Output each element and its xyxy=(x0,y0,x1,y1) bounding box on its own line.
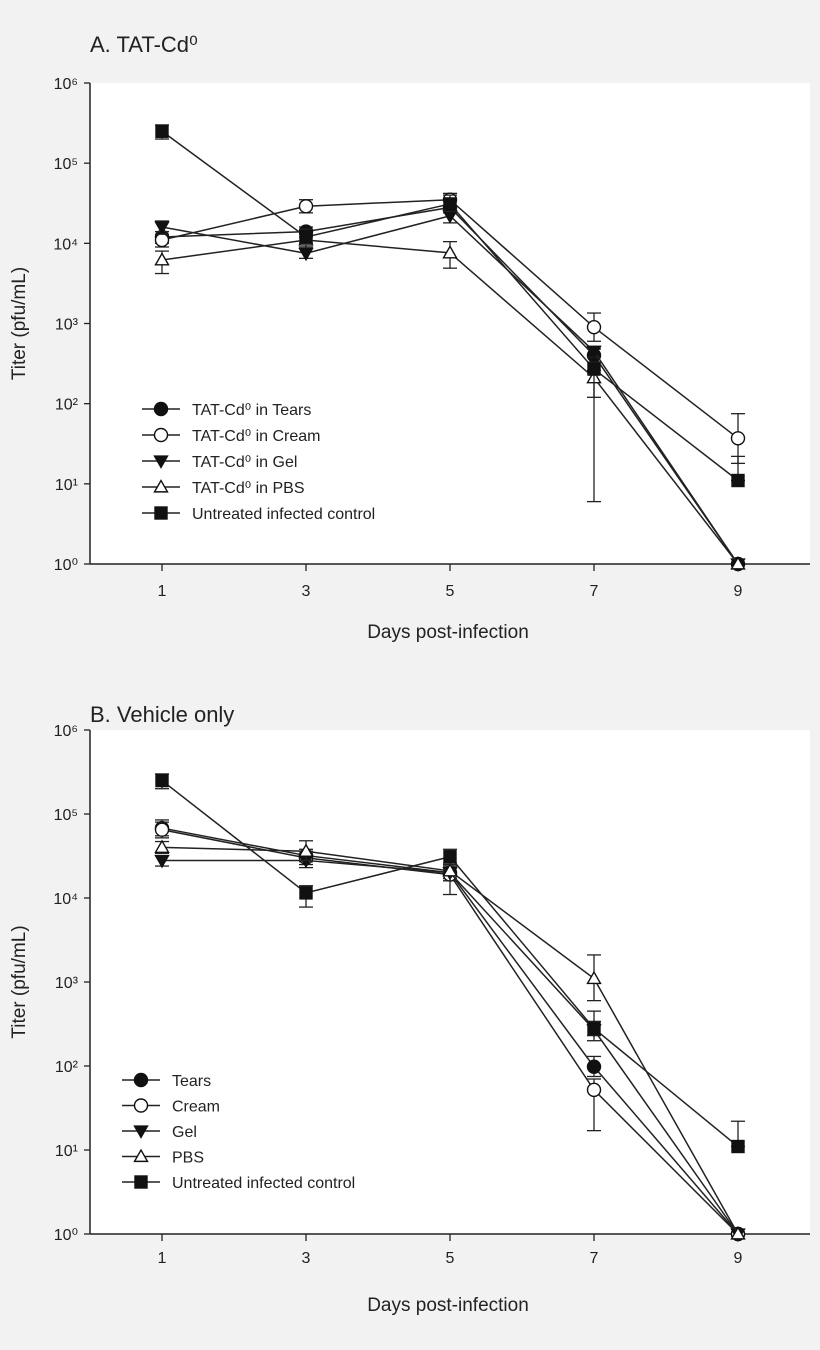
data-point xyxy=(154,252,170,266)
legend-entry: TAT-Cd⁰ in Gel xyxy=(142,454,297,471)
data-point xyxy=(587,362,601,376)
y-tick-label: 10³ xyxy=(55,975,79,992)
x-tick-label: 5 xyxy=(446,1250,455,1267)
y-tick-label: 10⁴ xyxy=(53,891,78,908)
y-tick-label: 10⁰ xyxy=(54,557,78,574)
legend-label: TAT-Cd⁰ in Gel xyxy=(192,454,297,471)
y-axis-label: Titer (pfu/mL) xyxy=(9,925,30,1038)
legend-label: Untreated infected control xyxy=(172,1175,355,1192)
x-tick-label: 3 xyxy=(302,1250,311,1267)
y-tick-label: 10² xyxy=(55,397,79,414)
legend-label: Untreated infected control xyxy=(192,506,375,523)
y-tick-label: 10¹ xyxy=(55,1143,78,1160)
chart-panel-a: A. TAT-Cd⁰ 10⁰ 10¹ 10² 10³ 10⁴ 10⁵ 10⁶ 1 3 5 7 9 Days… xyxy=(9,32,810,643)
legend-label: Gel xyxy=(172,1124,197,1141)
legend-entry: Cream xyxy=(122,1098,220,1116)
x-tick-label: 3 xyxy=(302,583,311,600)
data-point xyxy=(298,247,314,262)
data-point xyxy=(299,230,313,244)
data-point xyxy=(731,473,745,488)
x-tick-label: 7 xyxy=(590,583,599,600)
data-point xyxy=(154,822,170,837)
series-4 xyxy=(155,773,745,1154)
data-point xyxy=(586,970,602,985)
data-point xyxy=(155,124,169,138)
legend-marker xyxy=(133,1125,149,1139)
legend-entry: TAT-Cd⁰ in Tears xyxy=(142,401,311,419)
legend-entry: Gel xyxy=(122,1124,197,1141)
legend-marker xyxy=(133,1098,149,1113)
data-point xyxy=(730,556,746,570)
y-tick-label: 10⁰ xyxy=(54,1227,78,1244)
x-tick-label: 5 xyxy=(446,583,455,600)
data-point xyxy=(586,345,602,360)
legend-entry: Untreated infected control xyxy=(122,1175,355,1192)
legend-entry: PBS xyxy=(122,1148,204,1167)
data-point xyxy=(442,244,458,259)
y-axis-label: Titer (pfu/mL) xyxy=(9,267,30,380)
data-point xyxy=(730,1226,746,1240)
data-point xyxy=(443,850,457,864)
legend-label: TAT-Cd⁰ in Tears xyxy=(192,402,311,419)
y-tick-label: 10⁵ xyxy=(54,807,78,824)
legend-marker xyxy=(154,506,168,520)
legend-label: TAT-Cd⁰ in PBS xyxy=(192,480,305,497)
data-point xyxy=(731,1139,745,1154)
legend-entry: TAT-Cd⁰ in PBS xyxy=(142,479,305,497)
plot-area xyxy=(90,83,810,564)
legend-label: Tears xyxy=(172,1073,211,1090)
legend-marker xyxy=(153,401,169,417)
data-point xyxy=(443,197,457,211)
y-tick-label: 10⁵ xyxy=(54,156,78,173)
legend-marker xyxy=(133,1148,149,1163)
data-point xyxy=(154,221,170,235)
series-4 xyxy=(155,124,745,488)
chart-title: B. Vehicle only xyxy=(90,702,234,727)
chart-title: A. TAT-Cd⁰ xyxy=(90,32,198,57)
data-point xyxy=(586,1082,602,1098)
y-tick-label: 10⁶ xyxy=(54,76,78,93)
data-point xyxy=(730,431,746,446)
legend-entry: Untreated infected control xyxy=(142,506,375,523)
x-tick-label: 9 xyxy=(734,1250,743,1267)
data-point xyxy=(442,863,458,877)
x-tick-label: 1 xyxy=(158,1250,167,1267)
x-axis-label: Days post-infection xyxy=(367,1295,529,1316)
legend-label: PBS xyxy=(172,1150,204,1167)
data-point xyxy=(587,1021,601,1036)
y-tick-label: 10² xyxy=(55,1059,79,1076)
x-tick-label: 9 xyxy=(734,583,743,600)
data-point xyxy=(154,839,170,854)
legend-label: TAT-Cd⁰ in Cream xyxy=(192,428,321,445)
legend-label: Cream xyxy=(172,1099,220,1116)
data-point xyxy=(155,773,169,788)
data-point xyxy=(299,886,313,900)
x-tick-label: 7 xyxy=(590,1250,599,1267)
x-tick-label: 1 xyxy=(158,583,167,600)
x-axis-label: Days post-infection xyxy=(367,622,529,643)
data-point xyxy=(586,319,602,335)
series-3 xyxy=(154,839,746,1240)
y-tick-label: 10¹ xyxy=(55,477,78,494)
legend-marker xyxy=(153,479,169,493)
legend-marker xyxy=(153,427,169,443)
legend-marker xyxy=(133,1072,149,1088)
chart-panel-b: B. Vehicle only 10⁰ 10¹ 10² 10³ 10⁴ 10⁵ 10⁶ 1 3 5 7… xyxy=(9,702,810,1316)
data-point xyxy=(154,854,170,869)
data-point xyxy=(586,1059,602,1074)
data-point xyxy=(298,199,314,214)
y-tick-label: 10⁶ xyxy=(54,723,78,740)
legend-marker xyxy=(153,455,169,469)
data-point xyxy=(154,232,170,248)
legend-marker xyxy=(134,1175,148,1189)
legend-entry: TAT-Cd⁰ in Cream xyxy=(142,427,321,445)
y-tick-label: 10³ xyxy=(55,317,79,334)
data-point xyxy=(298,843,314,857)
legend-entry: Tears xyxy=(122,1072,211,1090)
y-tick-label: 10⁴ xyxy=(53,236,78,253)
